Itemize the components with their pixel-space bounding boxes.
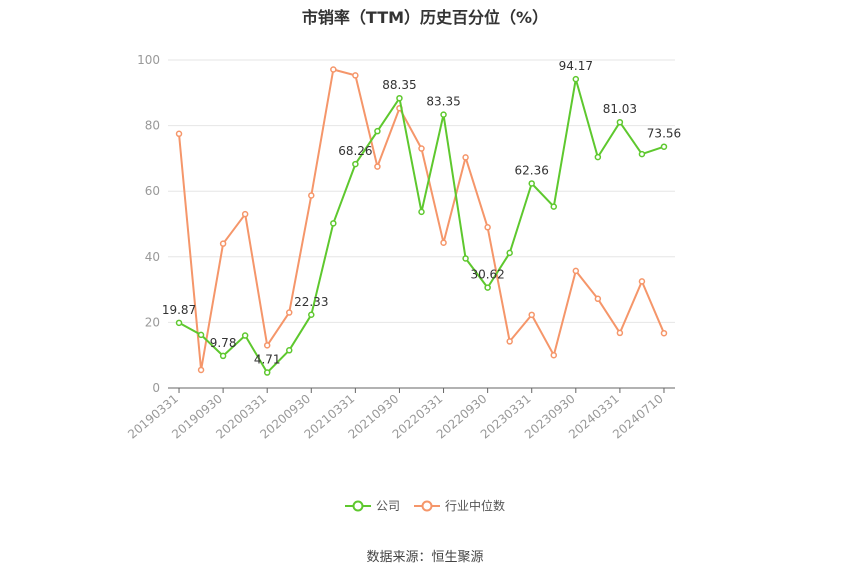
data-point-company <box>352 160 359 168</box>
series-line-industry-median <box>178 68 665 371</box>
data-point-industry-median <box>660 329 668 337</box>
y-tick-label: 80 <box>145 119 160 133</box>
y-tick-label: 100 <box>137 53 160 67</box>
data-point-company <box>462 255 469 262</box>
data-label-company: 62.36 <box>515 163 549 177</box>
data-point-company <box>572 75 580 83</box>
data-point-company <box>374 127 381 135</box>
data-point-industry-median <box>638 278 646 285</box>
data-point-industry-median <box>263 342 271 349</box>
chart-title: 市销率（TTM）历史百分位（%） <box>301 8 549 27</box>
data-point-company <box>330 220 337 227</box>
legend-item-industry-median[interactable]: 行业中位数 <box>414 497 505 514</box>
data-point-industry-median <box>506 338 513 345</box>
data-point-company <box>550 203 558 210</box>
data-point-industry-median <box>616 329 624 337</box>
data-point-company <box>241 332 249 339</box>
data-point-industry-median <box>594 295 602 303</box>
data-point-industry-median <box>330 66 337 73</box>
data-label-company: 68.26 <box>338 144 372 158</box>
data-point-company <box>263 369 271 376</box>
data-label-company: 88.35 <box>382 78 416 92</box>
legend-item-company[interactable]: 公司 <box>344 497 400 514</box>
y-tick-label: 0 <box>152 381 160 395</box>
data-point-company <box>418 208 425 216</box>
data-label-company: 19.87 <box>162 303 196 317</box>
data-label-company: 73.56 <box>647 127 681 141</box>
legend-marker-industry-median <box>414 500 440 511</box>
data-label-company: 81.03 <box>603 102 637 116</box>
data-point-industry-median <box>572 267 580 275</box>
data-point-company <box>219 352 227 360</box>
y-tick-label: 60 <box>145 184 160 198</box>
data-point-industry-median <box>484 224 491 231</box>
data-point-industry-median <box>308 192 315 199</box>
data-point-industry-median <box>528 311 535 319</box>
legend-label-industry-median: 行业中位数 <box>445 499 506 513</box>
data-point-industry-median <box>374 163 381 170</box>
data-point-company <box>308 311 315 319</box>
data-label-company: 83.35 <box>426 95 460 109</box>
source-note: 数据来源：恒生聚源 <box>366 550 484 565</box>
data-point-company <box>285 347 293 354</box>
data-point-company <box>506 249 513 257</box>
data-point-industry-median <box>241 210 249 218</box>
data-point-company <box>440 111 447 118</box>
data-point-company <box>484 284 491 291</box>
data-point-industry-median <box>550 351 558 359</box>
y-tick-label: 40 <box>145 250 160 264</box>
series-line-company <box>178 78 665 374</box>
data-label-company: 30.62 <box>470 268 504 282</box>
data-label-company: 22.33 <box>294 295 328 309</box>
data-point-industry-median <box>285 309 293 316</box>
legend-label-company: 公司 <box>375 499 400 513</box>
data-point-company <box>616 118 624 126</box>
data-point-company <box>660 143 668 150</box>
data-label-company: 4.71 <box>254 353 281 367</box>
data-point-company <box>175 319 183 327</box>
data-point-industry-median <box>197 366 205 374</box>
data-point-company <box>396 94 403 102</box>
legend-marker-company <box>344 500 371 511</box>
data-label-company: 94.17 <box>559 59 593 73</box>
data-point-industry-median <box>440 239 447 246</box>
data-point-company <box>594 153 602 161</box>
data-point-company <box>528 180 535 187</box>
data-point-industry-median <box>219 240 227 247</box>
legend: 公司 行业中位数 <box>0 497 850 514</box>
data-point-industry-median <box>418 145 425 152</box>
y-tick-label: 20 <box>145 315 160 329</box>
data-label-company: 9.78 <box>210 336 237 350</box>
data-point-company <box>638 150 646 158</box>
data-point-industry-median <box>352 72 359 79</box>
data-point-industry-median <box>175 130 183 138</box>
data-point-company <box>197 331 205 339</box>
data-point-industry-median <box>462 154 469 161</box>
